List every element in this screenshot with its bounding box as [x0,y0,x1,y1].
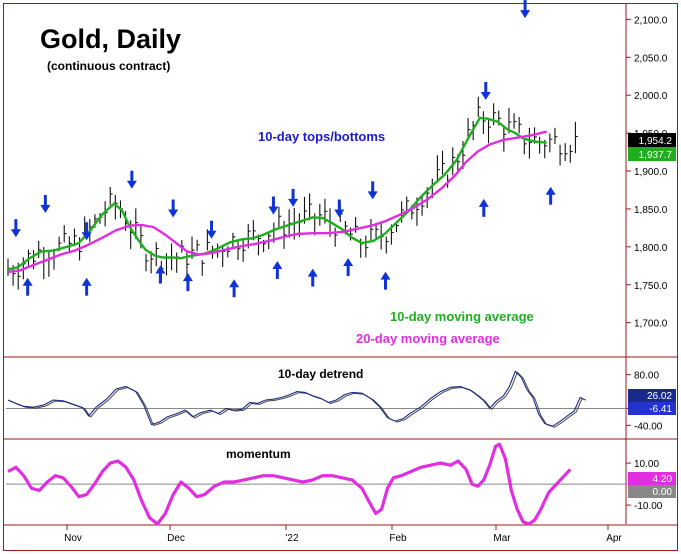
top-arrow-icon [334,199,345,218]
detrend-badge-2: -6.41 [649,404,672,415]
detrend-label: 10-day detrend [278,367,363,381]
bottom-arrow-icon [545,186,556,205]
bottom-arrow-icon [182,273,193,292]
y-tick-label: 2,100.0 [634,15,668,26]
arrow-head [478,198,489,207]
ma10-line [7,116,547,271]
top-arrow-icon [367,181,378,200]
momentum-badge-1: 4.20 [653,474,673,485]
ma20-label: 20-day moving average [356,331,500,346]
bottom-arrow-icon [155,265,166,284]
bottom-arrow-icon [343,257,354,276]
detrend-badge-1-box [628,389,676,402]
arrow-head [40,204,51,213]
arrow-head [343,257,354,266]
momentum-badge-2-box [628,485,676,498]
bottom-arrow-icon [229,279,240,298]
top-arrow-icon [480,81,491,100]
detrend-tick-label: 80.00 [634,371,659,382]
x-tick-label: Mar [493,533,511,544]
tops-bottoms-label: 10-day tops/bottoms [258,129,385,144]
arrow-head [307,268,318,277]
arrow-head [334,209,345,218]
y-tick-label: 2,000.0 [634,91,668,102]
arrow-head [81,277,92,286]
arrow-head [168,209,179,218]
arrow-head [81,232,92,241]
detrend-badge-2-box [628,402,676,415]
arrow-head [380,271,391,280]
ma10-badge-box [628,147,676,161]
y-tick-label: 1,900.0 [634,167,668,178]
outer-frame [3,3,678,551]
bottom-arrow-icon [272,261,283,280]
chart-subtitle: (continuous contract) [47,59,170,73]
arrow-head [367,191,378,200]
momentum-badge-1-box [628,472,676,485]
momentum-badge-2: 0.00 [653,487,673,498]
arrow-head [126,180,137,189]
arrow-head [288,198,299,207]
x-tick-label: '22 [285,533,298,544]
arrow-head [155,265,166,274]
arrow-head [520,10,531,19]
top-arrow-icon [10,219,21,238]
top-arrow-icon [288,188,299,207]
top-arrow-icon [268,196,279,215]
last-price-badge: 1,954.2 [639,136,673,147]
detrend-line [7,370,585,427]
ma10-badge: 1,937.7 [639,150,673,161]
arrow-head [182,273,193,282]
bottom-arrow-icon [380,271,391,290]
ma20-line [7,130,547,274]
chart-title: Gold, Daily [40,24,181,54]
last-price-badge-box [628,133,676,147]
momentum-tick-label: 10.00 [634,459,659,470]
detrend-tick-label: -40.00 [634,421,663,432]
bottom-arrow-icon [307,268,318,287]
momentum-line [7,442,572,526]
momentum-label: momentum [226,447,291,461]
detrend-badge-1: 26.02 [647,391,672,402]
y-tick-label: 2,050.0 [634,53,668,64]
y-tick-label: 1,850.0 [634,205,668,216]
x-tick-label: Feb [389,533,407,544]
arrow-head [10,229,21,238]
y-tick-label: 1,750.0 [634,281,668,292]
x-tick-label: Apr [606,533,622,544]
ma10-label: 10-day moving average [390,309,534,324]
arrow-head [268,206,279,215]
top-arrow-icon [40,194,51,213]
arrow-head [545,186,556,195]
top-arrow-icon [126,170,137,189]
x-tick-label: Nov [64,533,82,544]
arrow-head [480,91,491,100]
top-arrow-icon [81,222,92,241]
arrow-head [22,277,33,286]
bottom-arrow-icon [22,277,33,296]
y-tick-label: 1,700.0 [634,319,668,330]
top-arrow-icon [520,0,531,19]
arrow-head [272,261,283,270]
top-arrow-icon [168,199,179,218]
y-tick-label: 1,800.0 [634,243,668,254]
bottom-arrow-icon [478,198,489,217]
top-arrow-icon [206,220,217,239]
arrow-head [206,230,217,239]
bottom-arrow-icon [81,277,92,296]
arrow-head [229,279,240,288]
x-tick-label: Dec [167,533,185,544]
momentum-tick-label: -10.00 [634,501,663,512]
